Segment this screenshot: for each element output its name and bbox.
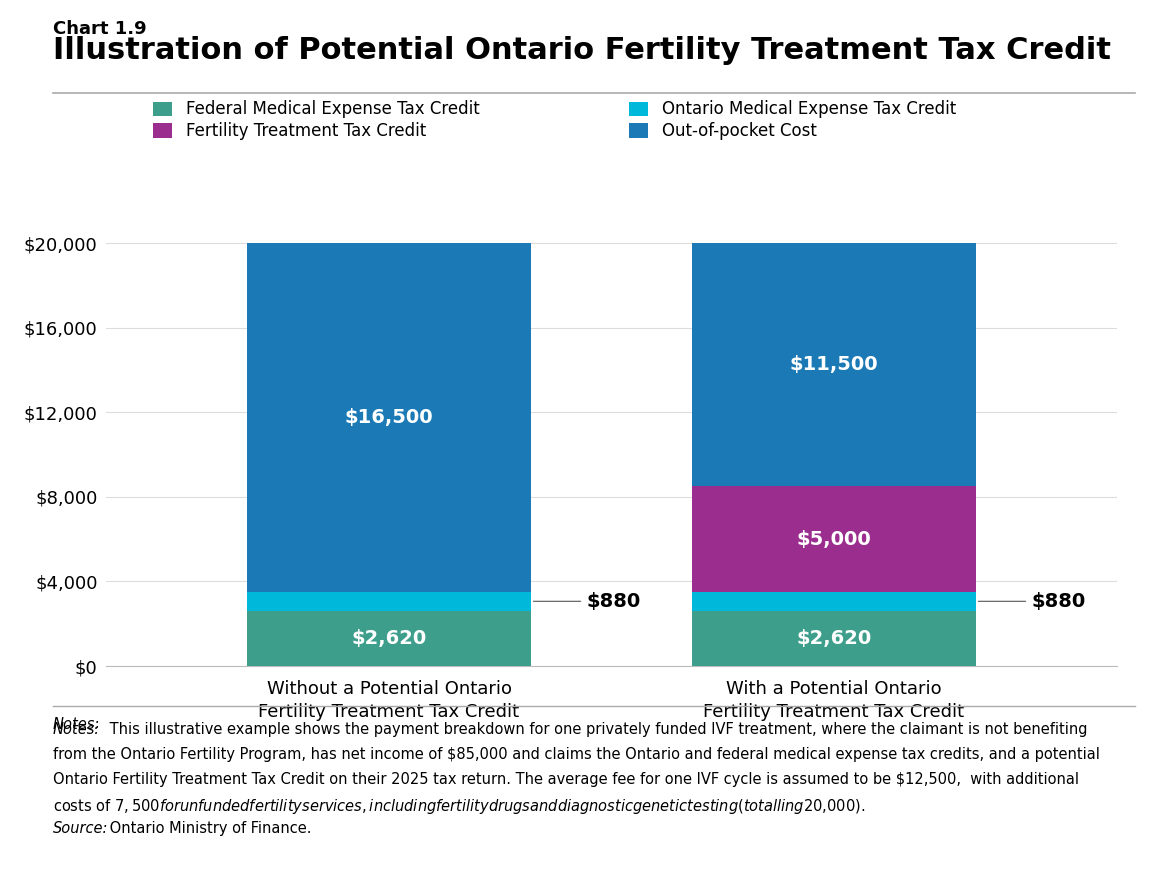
Text: Notes:: Notes:	[53, 722, 100, 737]
Text: costs of $7,500 for unfunded fertility services, including fertility drugs and d: costs of $7,500 for unfunded fertility s…	[53, 797, 866, 815]
Bar	[693, 487, 976, 592]
Bar	[693, 243, 976, 487]
Bar	[247, 611, 530, 666]
Text: Source:: Source:	[53, 821, 108, 836]
Text: Out-of-pocket Cost: Out-of-pocket Cost	[662, 122, 817, 139]
Text: $2,620: $2,620	[352, 629, 427, 648]
Text: Ontario Fertility Treatment Tax Credit on their 2025 tax return. The average fee: Ontario Fertility Treatment Tax Credit o…	[53, 772, 1078, 787]
Text: Fertility Treatment Tax Credit: Fertility Treatment Tax Credit	[186, 122, 426, 139]
Text: $11,500: $11,500	[790, 355, 878, 374]
Text: This illustrative example shows the payment breakdown for one privately funded I: This illustrative example shows the paym…	[105, 722, 1087, 737]
Text: $880: $880	[978, 591, 1085, 611]
Text: Ontario Medical Expense Tax Credit: Ontario Medical Expense Tax Credit	[662, 100, 956, 118]
Bar	[693, 592, 976, 611]
Text: $16,500: $16,500	[345, 408, 433, 427]
Text: Illustration of Potential Ontario Fertility Treatment Tax Credit: Illustration of Potential Ontario Fertil…	[53, 36, 1111, 65]
Text: $2,620: $2,620	[796, 629, 871, 648]
Text: Chart 1.9: Chart 1.9	[53, 20, 147, 37]
Text: from the Ontario Fertility Program, has net income of $85,000 and claims the Ont: from the Ontario Fertility Program, has …	[53, 747, 1100, 762]
Text: $880: $880	[534, 591, 641, 611]
Text: Ontario Ministry of Finance.: Ontario Ministry of Finance.	[105, 821, 312, 836]
Bar	[693, 611, 976, 666]
Bar	[247, 243, 530, 592]
Text: Notes:: Notes:	[53, 717, 100, 732]
Bar	[247, 592, 530, 611]
Text: Federal Medical Expense Tax Credit: Federal Medical Expense Tax Credit	[186, 100, 480, 118]
Text: $5,000: $5,000	[796, 529, 871, 549]
